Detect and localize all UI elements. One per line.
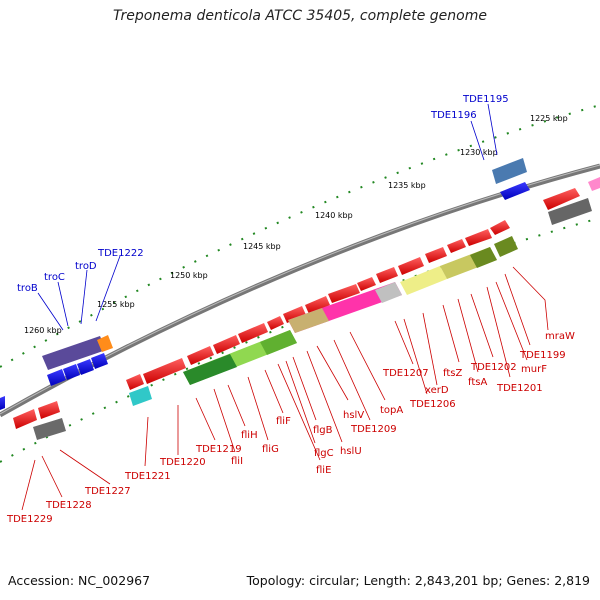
tick-label: 1235 kbp: [388, 181, 426, 190]
gene-feature: [357, 277, 376, 291]
leader-lines: [21, 266, 549, 511]
gene-feature: [238, 323, 268, 343]
category-block: [375, 282, 402, 303]
gene-label: TDE1228: [45, 500, 92, 511]
gene-label: hslV: [343, 410, 364, 421]
gene-feature: [500, 182, 530, 200]
tick-label: 1230 kbp: [460, 148, 498, 157]
gene-feature: [283, 306, 306, 323]
gene-feature: [425, 247, 447, 263]
gene-label: mraW: [545, 331, 575, 342]
gene-feature: [398, 257, 424, 275]
tick-label: 1260 kbp: [24, 326, 62, 335]
gene-label: TDE1219: [195, 444, 242, 455]
map-title: Treponema denticola ATCC 35405, complete…: [113, 8, 487, 24]
gene-feature: [126, 374, 144, 390]
tick-label: 1250 kbp: [170, 271, 208, 280]
gene-feature: [328, 284, 360, 303]
gene-label: TDE1195: [462, 94, 509, 105]
category-block: [494, 236, 518, 257]
gene-label: TDE1206: [409, 399, 456, 410]
category-block: [288, 308, 329, 333]
gene-feature: [13, 409, 37, 429]
gene-label: troB: [17, 283, 38, 294]
inner-tick-ring: [0, 217, 600, 463]
gene-feature: [213, 335, 240, 354]
gene-label: xerD: [425, 385, 449, 396]
gene-feature: [187, 346, 214, 365]
gene-feature: [267, 316, 284, 330]
accession-text: Accession: NC_002967: [8, 573, 151, 588]
category-block: [492, 158, 527, 184]
gene-label: troC: [44, 272, 65, 283]
category-block: [400, 266, 447, 295]
gene-feature: [143, 358, 186, 384]
gene-label: TDE1221: [124, 471, 171, 482]
gene-label: fliG: [262, 444, 279, 455]
gene-label: TDE1229: [6, 514, 53, 525]
gene-label: TDE1227: [84, 486, 131, 497]
gene-label: ftsZ: [443, 368, 462, 379]
tick-label: 1240 kbp: [315, 211, 353, 220]
category-block: [260, 330, 297, 355]
gene-label: TDE1196: [430, 110, 477, 121]
gene-label: TDE1202: [470, 362, 517, 373]
gene-label: TDE1199: [519, 350, 566, 361]
gene-label: TDE1209: [350, 424, 397, 435]
gene-label: fliE: [316, 465, 331, 476]
kbp-labels: 1225 kbp 1230 kbp 1235 kbp 1240 kbp 1245…: [24, 114, 568, 335]
category-block: [183, 354, 237, 385]
tick-label: 1255 kbp: [97, 300, 135, 309]
gene-feature: [63, 364, 80, 380]
gene-label: TDE1222: [97, 248, 144, 259]
forward-genes: [13, 177, 600, 429]
gene-label: TDE1201: [496, 383, 543, 394]
gene-label: topA: [380, 405, 403, 416]
gene-feature: [91, 353, 108, 369]
category-block: [42, 336, 106, 370]
gene-feature: [543, 188, 580, 210]
gene-label: troD: [75, 261, 97, 272]
gene-label: flgB: [313, 425, 333, 436]
category-block: [129, 386, 152, 406]
gene-feature: [47, 369, 66, 386]
category-block: [33, 418, 66, 440]
gene-feature: [305, 296, 330, 314]
gene-label: hslU: [340, 446, 362, 457]
category-block: [548, 198, 592, 225]
reverse-genes: [0, 182, 530, 410]
gene-label: fliI: [231, 456, 243, 467]
genome-backbone: [0, 163, 600, 418]
gene-label: murF: [521, 364, 547, 375]
leader-lines-blue: [37, 103, 498, 331]
category-block: [470, 247, 497, 268]
gene-label: fliF: [276, 416, 291, 427]
gene-feature: [447, 239, 466, 253]
gene-feature: [465, 229, 492, 246]
gene-label: flgC: [314, 448, 334, 459]
gene-feature: [38, 401, 60, 419]
topology-text: Topology: circular; Length: 2,843,201 bp…: [246, 573, 590, 588]
tick-label: 1245 kbp: [243, 242, 281, 251]
category-blocks: [33, 158, 592, 440]
gene-label: ftsA: [468, 377, 487, 388]
gene-feature: [376, 267, 398, 283]
gene-labels: TDE1195 TDE1196 troB troC troD TDE1222 m…: [6, 94, 575, 525]
gene-label: TDE1207: [382, 368, 429, 379]
gene-feature: [77, 359, 94, 375]
gene-feature: [0, 396, 5, 410]
gene-label: TDE1220: [159, 457, 206, 468]
tick-label: 1225 kbp: [530, 114, 568, 123]
gene-feature: [490, 220, 510, 235]
gene-label: fliH: [241, 430, 258, 441]
category-block: [97, 335, 113, 352]
gene-feature: [588, 177, 600, 191]
